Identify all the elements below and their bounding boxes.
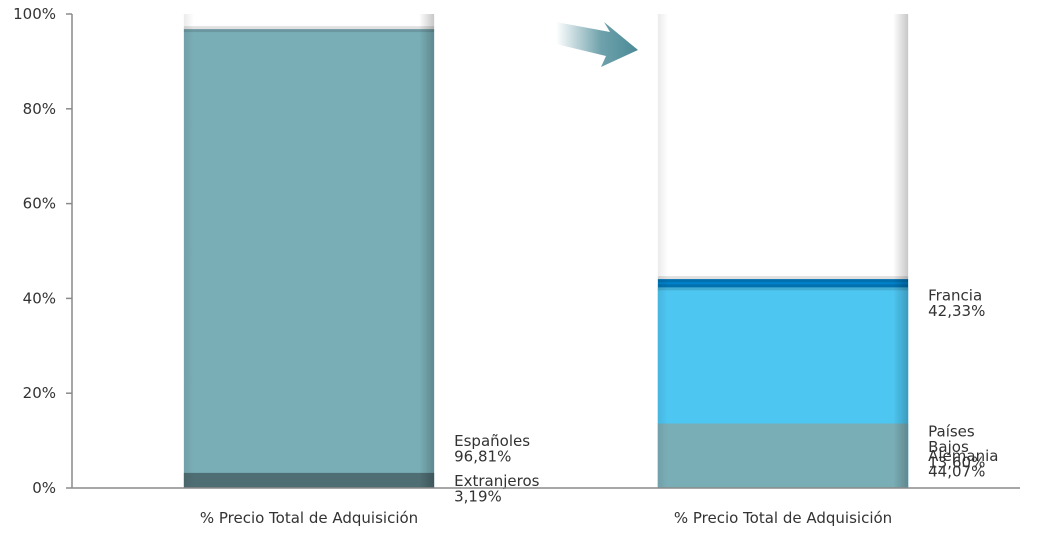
y-tick-label: 40% <box>23 289 56 307</box>
y-tick-label: 80% <box>23 100 56 118</box>
segment-label: Francia 42,33% <box>928 286 985 320</box>
segment-value: 44,07% <box>928 463 985 481</box>
segment-labels: Españoles 96,81%Extranjeros 3,19%Alemania 4… <box>454 286 998 505</box>
x-category-label: % Precio Total de Adquisición <box>200 509 418 527</box>
segment-name: Bajos <box>928 438 969 456</box>
segment-name: Alemania <box>928 447 998 465</box>
segment-value: 42,33% <box>928 302 985 320</box>
segment-label: Extranjeros 3,19% <box>454 472 540 506</box>
segment-name: Francia <box>928 286 982 304</box>
segment-label: Alemania 44,07% <box>928 447 998 481</box>
segment-value: 13,60% <box>928 454 985 472</box>
segment-label: Países Bajos 13,60% <box>928 423 985 472</box>
y-tick-label: 60% <box>23 195 56 213</box>
segment-label: Españoles 96,81% <box>454 432 530 466</box>
y-tick-label: 100% <box>13 5 56 23</box>
transfer-arrow <box>556 22 638 67</box>
segment-name: Extranjeros <box>454 472 540 490</box>
x-axis: % Precio Total de Adquisición % Precio To… <box>72 487 1020 527</box>
y-tick-label: 20% <box>23 384 56 402</box>
y-axis: 0% 20% 40% 60% 80% 100% <box>13 5 73 497</box>
bars <box>183 14 909 488</box>
y-tick-label: 0% <box>32 479 56 497</box>
segment-value: 3,19% <box>454 487 502 505</box>
bar-shade <box>657 14 909 488</box>
segment-name: Países <box>928 423 975 441</box>
x-category-label: % Precio Total de Adquisición <box>674 509 892 527</box>
segment-value: 96,81% <box>454 448 511 466</box>
segment-name: Españoles <box>454 432 530 450</box>
bar-shade <box>183 14 435 488</box>
